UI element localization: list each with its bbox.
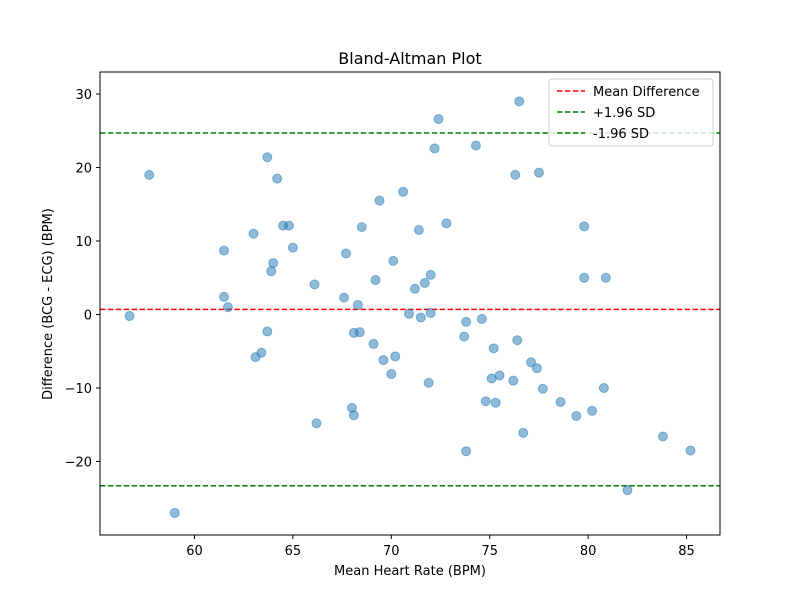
scatter-point	[262, 326, 273, 337]
scatter-point	[266, 266, 277, 277]
scatter-point	[429, 143, 440, 154]
scatter-point	[272, 173, 283, 184]
scatter-point	[459, 331, 470, 342]
legend-label-2: -1.96 SD	[593, 127, 649, 142]
scatter-point	[488, 343, 499, 354]
scatter-point	[311, 418, 322, 429]
scatter-point	[378, 355, 389, 366]
scatter-point	[256, 347, 267, 358]
scatter-point	[441, 218, 452, 229]
scatter-point	[370, 274, 381, 285]
scatter-point	[510, 169, 521, 180]
scatter-point	[508, 375, 519, 386]
scatter-point	[600, 272, 611, 283]
scatter-point	[514, 96, 525, 107]
scatter-point	[415, 312, 426, 323]
scatter-point	[219, 245, 229, 256]
scatter-point	[348, 410, 359, 421]
scatter-point	[398, 186, 409, 197]
scatter-point	[222, 302, 233, 313]
scatter-point	[433, 114, 444, 125]
scatter-point	[571, 410, 582, 421]
scatter-point	[537, 383, 548, 394]
scatter-point	[413, 225, 424, 236]
scatter-point	[124, 310, 135, 321]
scatter-point	[622, 485, 633, 496]
scatter-point	[354, 327, 365, 338]
y-tick-label: −10	[65, 382, 92, 397]
scatter-point	[470, 140, 481, 151]
scatter-point	[533, 167, 544, 178]
scatter-point	[268, 258, 279, 269]
scatter-point	[512, 335, 523, 346]
scatter-point	[390, 351, 401, 362]
scatter-point	[419, 277, 430, 288]
x-axis-label: Mean Heart Rate (BPM)	[334, 564, 486, 579]
scatter-point	[374, 195, 385, 206]
y-tick-label: 30	[75, 88, 92, 103]
scatter-point	[339, 292, 350, 303]
y-tick-label: 10	[75, 235, 92, 250]
y-tick-label: −20	[65, 456, 92, 471]
scatter-point	[386, 369, 397, 380]
x-tick-label: 70	[383, 544, 400, 559]
plot-area: 60 65 70 75 80 85 −20 −10 0 10 20 30	[65, 71, 721, 559]
scatter-point	[368, 338, 379, 349]
chart-title: Bland-Altman Plot	[338, 49, 481, 68]
scatter-point	[587, 405, 598, 416]
scatter-point	[476, 313, 487, 324]
x-tick-label: 60	[186, 544, 203, 559]
scatter-point	[579, 272, 590, 283]
legend-label-1: +1.96 SD	[593, 106, 655, 121]
scatter-point	[461, 316, 472, 327]
scatter-point	[219, 291, 229, 302]
y-axis-label: Difference (BCG - ECG) (BPM)	[41, 208, 56, 400]
x-tick-label: 65	[285, 544, 302, 559]
scatter-point	[425, 269, 436, 280]
scatter-point	[287, 242, 298, 253]
scatter-point	[598, 383, 609, 394]
scatter-point	[685, 445, 696, 456]
legend: Mean Difference +1.96 SD -1.96 SD	[548, 78, 714, 147]
scatter-point	[461, 446, 472, 457]
scatter-point	[169, 507, 180, 518]
scatter-point	[555, 396, 566, 407]
scatter-point	[356, 222, 367, 233]
scatter-point	[283, 220, 294, 231]
scatter-point	[341, 248, 352, 259]
scatter-point	[490, 397, 501, 408]
y-tick-label: 0	[84, 309, 92, 324]
scatter-point	[248, 228, 259, 239]
legend-box	[548, 78, 714, 147]
x-tick-label: 75	[481, 544, 498, 559]
scatter-point	[262, 152, 273, 163]
x-tick-label: 80	[580, 544, 597, 559]
legend-label-0: Mean Difference	[593, 85, 700, 100]
x-tick-label: 85	[678, 544, 695, 559]
scatter-point	[518, 427, 529, 438]
scatter-point	[531, 363, 542, 374]
scatter-point	[309, 279, 320, 290]
scatter-point	[144, 169, 155, 180]
scatter-point	[579, 221, 590, 232]
scatter-point	[425, 308, 436, 319]
scatter-point	[423, 377, 434, 388]
scatter-point	[657, 431, 668, 442]
scatter-point	[480, 396, 491, 407]
scatter-point	[409, 283, 420, 294]
scatter-point	[494, 370, 505, 381]
scatter-point	[526, 357, 537, 368]
axes-frame	[99, 71, 721, 536]
scatter-point	[388, 255, 399, 266]
y-tick-label: 20	[75, 162, 92, 177]
scatter-point	[352, 299, 363, 310]
scatter-point	[404, 308, 415, 319]
